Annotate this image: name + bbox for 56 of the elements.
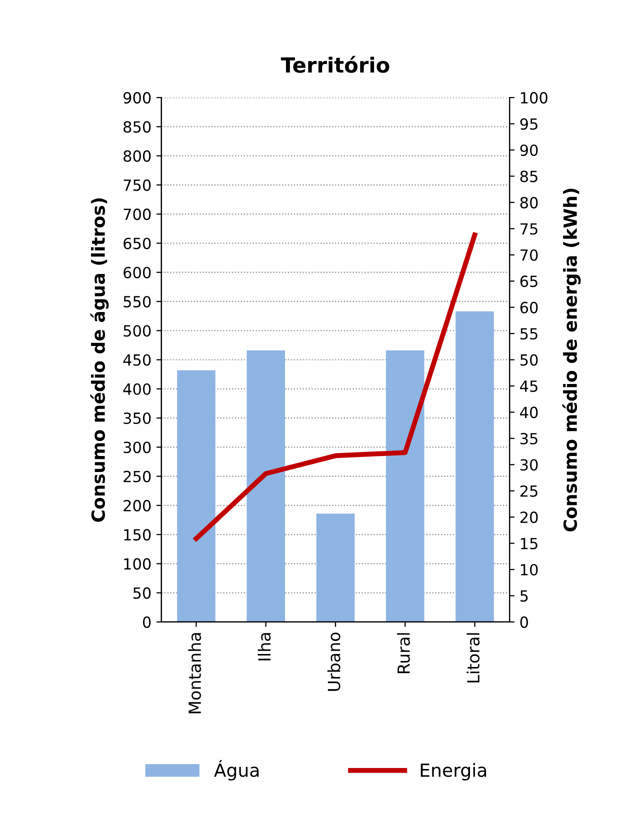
y-tick-label: 100 [124, 558, 151, 570]
y2-tick-label: 30 [520, 459, 538, 471]
y2-tick-label: 40 [520, 406, 538, 418]
y2-tick-label: 25 [520, 485, 538, 497]
bar [456, 311, 494, 622]
y-tick-label: 750 [124, 179, 151, 191]
y-tick-label: 400 [123, 383, 151, 395]
y2-tick-label: 15 [520, 538, 538, 550]
x-tick-label: Urbano [327, 632, 340, 691]
y2-tick-label: 85 [520, 170, 538, 182]
y-tick-label: 200 [124, 500, 151, 512]
y-tick-label: 0 [142, 616, 151, 628]
y2-tick-label: 75 [520, 223, 538, 235]
y2-tick-label: 35 [520, 432, 538, 444]
bar [246, 350, 286, 622]
y-tick-label: 850 [124, 121, 151, 133]
legend-label: Energia [420, 763, 486, 780]
y-tick-label: 350 [124, 412, 151, 424]
y-tick-label: 500 [124, 325, 151, 337]
bar [177, 370, 216, 622]
y2-axis-title: Consumo médio de energia (kWh) [562, 188, 581, 532]
y2-tick-label: 90 [520, 144, 538, 156]
y2-tick-label: 10 [520, 564, 538, 576]
y2-tick-label: 95 [520, 118, 538, 130]
y-tick-label: 600 [124, 266, 151, 278]
y2-tick-label: 20 [520, 512, 538, 524]
y-tick-label: 800 [124, 150, 151, 162]
y-tick-label: 900 [123, 92, 151, 104]
x-tick-label: Rural [397, 633, 410, 674]
y2-tick-label: 45 [520, 380, 538, 392]
y2-tick-label: 50 [520, 354, 538, 366]
y-tick-label: 150 [124, 529, 151, 541]
y-axis-title: Consumo médio de água (litros) [90, 198, 109, 522]
x-tick-label: Ilha [258, 633, 271, 660]
line-series [194, 232, 478, 541]
y2-tick-label: 60 [520, 302, 538, 314]
bar [316, 514, 355, 622]
y-tick-label: 700 [124, 208, 151, 220]
legend-label: Água [214, 760, 259, 780]
y-tick-label: 300 [124, 442, 151, 454]
y2-tick-label: 5 [520, 590, 528, 602]
y2-tick-label: 65 [520, 276, 538, 288]
y-tick-label: 50 [133, 587, 151, 599]
y2-tick-label: 0 [520, 616, 528, 628]
bar [386, 350, 424, 622]
y-tick-label: 650 [124, 238, 151, 250]
x-tick-label: Montanha [188, 633, 202, 714]
y-tick-label: 450 [123, 354, 151, 366]
y-tick-label: 250 [124, 470, 151, 482]
y2-tick-label: 100 [520, 92, 548, 104]
x-tick-label: Litoral [466, 633, 480, 682]
chart-title: Território [280, 56, 390, 73]
y-tick-label: 550 [124, 296, 151, 308]
y2-tick-label: 55 [520, 328, 538, 340]
y2-tick-label: 70 [520, 249, 538, 261]
y2-tick-label: 80 [520, 196, 538, 208]
